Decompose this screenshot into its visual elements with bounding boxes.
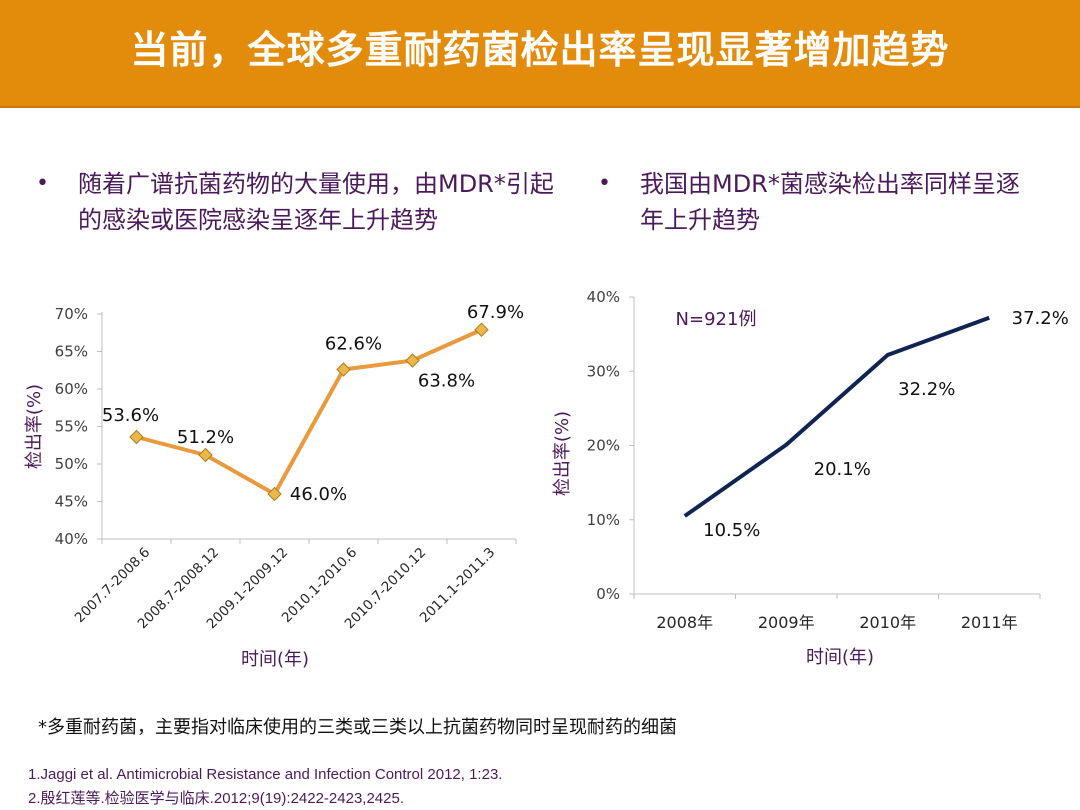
chart2-y-tick-label: 10% — [587, 511, 620, 529]
chart1-y-tick-label: 70% — [55, 305, 88, 323]
chart1-y-tick-label: 50% — [55, 455, 88, 473]
bullet-dot-icon: • — [598, 171, 611, 196]
chart1-data-point — [267, 486, 282, 502]
chart1-data-point — [474, 322, 489, 337]
chart2-series-line — [683, 315, 990, 518]
chart2-data-label: 32.2% — [898, 379, 955, 400]
chart1-y-tick-label: 45% — [55, 493, 88, 511]
chart1-y-axis-label: 检出率(%) — [24, 384, 45, 469]
chart2-data-label: 37.2% — [1012, 308, 1069, 329]
chart1-y-tick-label: 40% — [55, 530, 88, 548]
chart2-x-tick-label: 2008年 — [656, 613, 713, 632]
chart1-data-label: 53.6% — [102, 405, 159, 426]
chart2-y-axis-label: 检出率(%) — [552, 411, 573, 496]
chart2-x-tick-label: 2009年 — [758, 613, 815, 632]
bullet-point-right: • 我国由MDR*菌感染检出率同样呈逐年上升趋势 — [598, 166, 1038, 246]
chart2-y-tick-label: 20% — [587, 437, 620, 455]
reference-1: 1.Jaggi et al. Antimicrobial Resistance … — [28, 766, 503, 783]
chart1-x-tick-label: 2011.1-2011.3 — [417, 545, 499, 627]
chart1-data-label: 51.2% — [177, 427, 234, 448]
chart1-y-tick-label: 60% — [55, 380, 88, 398]
bullet-dot-icon: • — [36, 171, 49, 196]
chart1-data-label: 62.6% — [325, 334, 382, 355]
reference-2: 2.殷红莲等.检验医学与临床.2012;9(19):2422-2423,2425… — [28, 790, 405, 807]
chart1-data-label: 46.0% — [290, 484, 347, 505]
chart1-y-tick-label: 55% — [55, 418, 88, 436]
bullet-point-left: • 随着广谱抗菌药物的大量使用，由MDR*引起的感染或医院感染呈逐年上升趋势 — [36, 166, 576, 246]
chart1-data-point — [129, 429, 144, 445]
chart1-data-label: 63.8% — [418, 371, 475, 392]
bullet-text-right: 我国由MDR*菌感染检出率同样呈逐年上升趋势 — [640, 170, 1020, 234]
bullet-text-left: 随着广谱抗菌药物的大量使用，由MDR*引起的感染或医院感染呈逐年上升趋势 — [78, 170, 554, 234]
chart2-data-label: 20.1% — [814, 459, 871, 480]
chart2-annotation: N=921例 — [676, 309, 757, 330]
title-bar: 当前，全球多重耐药菌检出率呈现显著增加趋势 — [0, 0, 1080, 108]
chart1-data-point — [336, 362, 351, 377]
chart1-data-label: 67.9% — [467, 302, 524, 323]
chart2-y-tick-label: 0% — [596, 585, 620, 603]
chart1-data-point — [405, 353, 420, 368]
chart1-data-point — [198, 447, 213, 463]
chart1-y-tick-label: 65% — [55, 343, 88, 361]
chart2-x-tick-label: 2010年 — [859, 613, 916, 632]
chart1-series-line — [135, 327, 483, 496]
chart2-y-tick-label: 30% — [587, 362, 620, 380]
chart2-y-tick-label: 40% — [587, 288, 620, 306]
chart2-x-tick-label: 2011年 — [961, 613, 1018, 632]
chart2-x-axis-label: 时间(年) — [806, 647, 874, 668]
slide-title: 当前，全球多重耐药菌检出率呈现显著增加趋势 — [130, 28, 950, 72]
chart2-data-label: 10.5% — [703, 520, 760, 541]
chart1-x-axis-label: 时间(年) — [241, 649, 309, 670]
footnote: *多重耐药菌，主要指对临床使用的三类或三类以上抗菌药物同时呈现耐药的细菌 — [38, 717, 677, 738]
